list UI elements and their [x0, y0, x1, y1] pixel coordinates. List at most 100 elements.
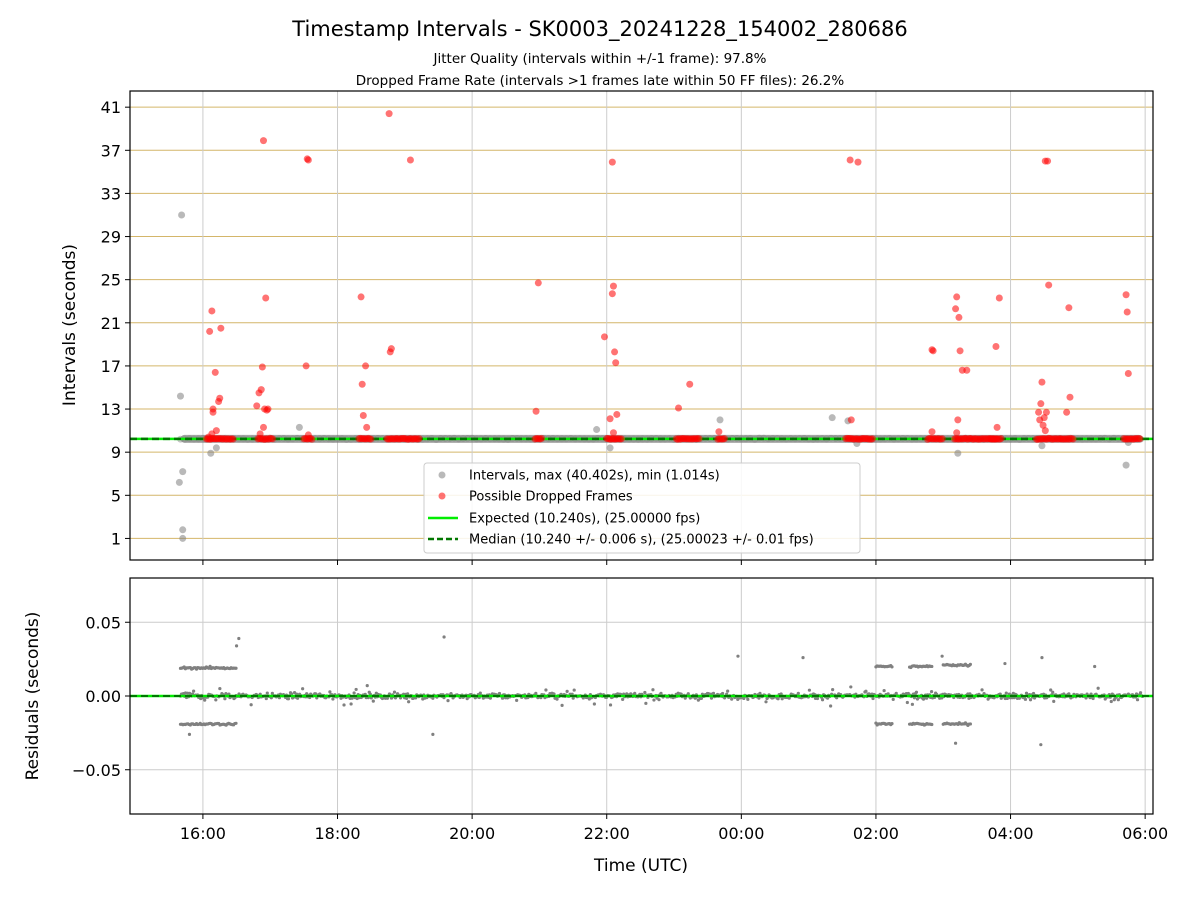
residual-point — [1049, 688, 1053, 692]
intervals-y-tick-label: 9 — [111, 443, 121, 462]
residual-point — [249, 703, 253, 707]
residual-point — [914, 690, 919, 694]
residual-point — [349, 702, 353, 706]
dropped-frame-point — [269, 435, 277, 443]
dropped-frame-point — [262, 294, 270, 302]
dropped-frame-point — [362, 362, 370, 370]
residual-point — [980, 688, 984, 692]
x-tick-label: 02:00 — [853, 824, 899, 843]
residual-point — [1091, 696, 1095, 701]
dropped-frame-point — [992, 343, 1000, 351]
x-tick-label: 00:00 — [718, 824, 764, 843]
dropped-frame-point — [695, 435, 703, 443]
residual-point — [1109, 699, 1113, 704]
dropped-frame-point — [1044, 157, 1052, 165]
residual-point — [807, 688, 812, 692]
dropped-frame-point — [363, 423, 371, 431]
dropped-frame-point — [609, 429, 617, 437]
dropped-frame-point — [206, 327, 214, 335]
residuals-y-tick-label: 0.05 — [85, 613, 121, 632]
legend-intervals-marker — [438, 471, 446, 479]
residual-point — [572, 688, 576, 692]
residual-point — [882, 689, 886, 693]
x-tick-label: 04:00 — [987, 824, 1033, 843]
dropped-frame-point — [963, 366, 971, 374]
interval-outlier-point — [716, 416, 724, 424]
residual-point — [929, 690, 934, 694]
dropped-frame-point — [847, 416, 855, 424]
dropped-frame-point — [253, 402, 261, 410]
dropped-frame-point — [1066, 393, 1074, 401]
intervals-y-tick-label: 33 — [101, 184, 121, 203]
dropped-frame-point — [1065, 304, 1073, 312]
dropped-frame-point — [208, 307, 216, 315]
residual-point — [742, 696, 746, 701]
dropped-frame-point — [358, 380, 366, 388]
dropped-frame-point — [686, 380, 694, 388]
residual-point — [776, 697, 780, 701]
residual-point — [301, 687, 305, 691]
dropped-frame-point — [953, 429, 961, 437]
residual-point — [214, 698, 218, 702]
dropped-frame-point — [304, 431, 312, 439]
dropped-frame-point — [387, 345, 395, 353]
interval-outlier-point — [212, 444, 220, 452]
residual-point — [342, 703, 346, 707]
residuals-panel: 0.05 0.00 −0.05 16:00 18:00 20:00 22:00 00:00 0… — [23, 577, 1168, 876]
dropped-frame-point — [675, 404, 683, 412]
intervals-y-tick-label: 17 — [101, 357, 121, 376]
residual-point — [405, 696, 409, 701]
interval-outlier-point — [954, 449, 962, 457]
dropped-frame-point — [608, 158, 616, 166]
residual-point — [218, 686, 222, 691]
residual-point — [720, 691, 725, 696]
dropped-frame-point — [1037, 400, 1045, 408]
interval-outlier-point — [178, 211, 186, 219]
residual-point — [446, 699, 450, 703]
interval-outlier-point — [1122, 461, 1130, 469]
dropped-frame-point — [256, 430, 264, 438]
intervals-x-tick-marks — [202, 560, 1146, 565]
residual-point — [1051, 690, 1055, 694]
residual-point — [891, 697, 895, 701]
residual-point — [354, 687, 358, 692]
residual-point — [652, 698, 656, 702]
residual-point — [286, 697, 291, 701]
residual-point — [560, 703, 564, 708]
residual-point — [237, 636, 241, 641]
dropped-frame-point — [1041, 427, 1049, 435]
dropped-frame-point — [385, 110, 393, 118]
dropped-frame-point — [1069, 435, 1077, 443]
residual-point — [780, 697, 784, 701]
dropped-frame-point — [406, 156, 414, 164]
residual-point — [726, 689, 730, 693]
residual-point — [746, 697, 750, 701]
residual-point — [234, 644, 239, 648]
residual-point — [442, 635, 446, 639]
intervals-y-tick-label: 29 — [101, 228, 121, 247]
dropped-frame-point — [846, 156, 854, 164]
residual-point — [234, 721, 238, 725]
residual-point — [1024, 691, 1029, 695]
dropped-frame-point — [1136, 435, 1144, 443]
residual-point — [831, 688, 835, 692]
interval-outlier-point — [207, 449, 215, 457]
residual-point — [890, 722, 894, 726]
dropped-frame-point — [993, 423, 1001, 431]
dropped-frame-point — [952, 305, 960, 313]
dropped-frame-point — [608, 290, 616, 298]
dropped-frame-point — [209, 408, 217, 416]
dropped-frame-point — [1124, 369, 1132, 377]
intervals-y-tick-label: 25 — [101, 271, 121, 290]
residual-point — [736, 654, 740, 658]
legend-dropped-label: Possible Dropped Frames — [469, 490, 633, 505]
residual-point — [1052, 699, 1056, 704]
residual-point — [515, 698, 519, 702]
residual-point — [608, 703, 613, 707]
legend-box — [423, 462, 861, 554]
residual-point — [1135, 698, 1140, 702]
residual-point — [500, 696, 505, 700]
residual-point — [314, 692, 318, 696]
dropped-frame-point — [929, 347, 937, 355]
